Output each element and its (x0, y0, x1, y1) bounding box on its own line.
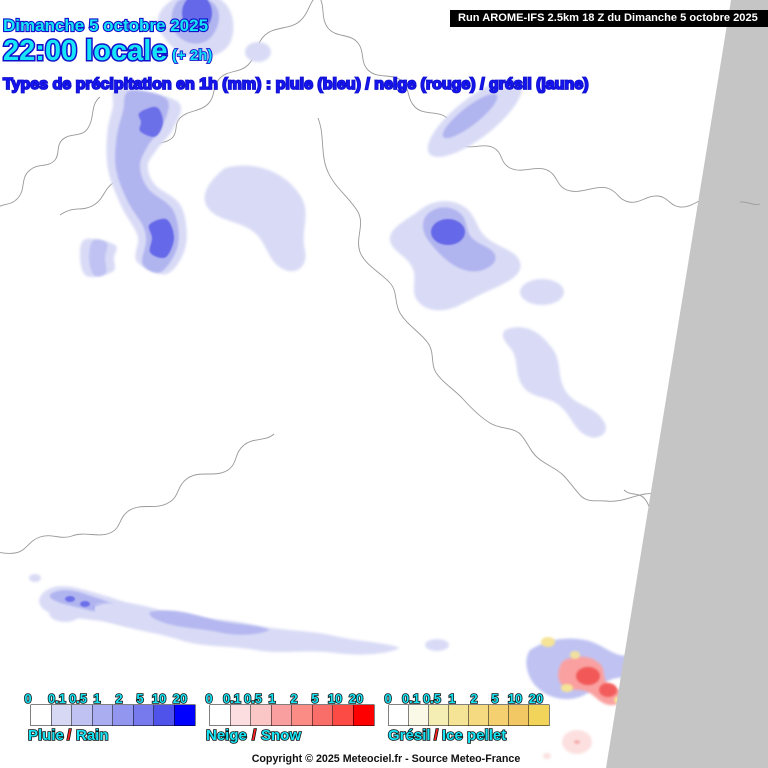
svg-text:22:00 locale: 22:00 locale (3, 35, 167, 67)
svg-text:Types de précipitation en 1h (: Types de précipitation en 1h (mm) : plui… (3, 76, 589, 93)
svg-text:Dimanche 5 octobre 2025: Dimanche 5 octobre 2025 (3, 16, 208, 35)
svg-text:(+ 2h): (+ 2h) (172, 47, 212, 64)
